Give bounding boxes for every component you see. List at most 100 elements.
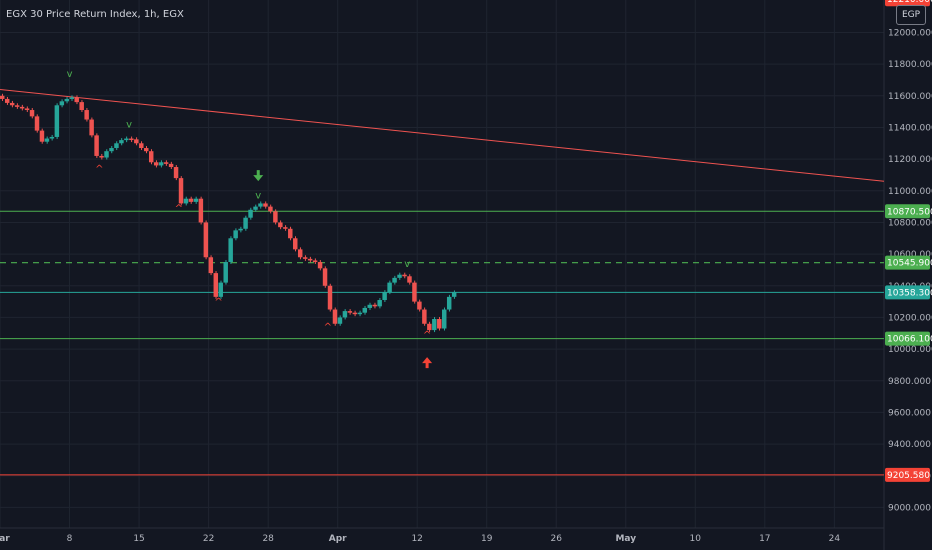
pivot-high-marker: v: [255, 191, 261, 202]
candle-body: [64, 98, 70, 102]
pivot-low-marker: ^: [175, 203, 183, 214]
price-axis-label: 11600.000: [888, 92, 932, 102]
price-axis-label: 10800.000: [888, 218, 932, 228]
candle-body: [59, 101, 65, 106]
candle-body: [302, 257, 308, 259]
candle-body: [74, 97, 79, 103]
candle-body: [89, 119, 94, 136]
price-axis-label: 11200.000: [888, 155, 932, 165]
candle-body: [412, 282, 417, 302]
price-level-badge: [885, 331, 930, 346]
candle-body: [153, 162, 159, 166]
price-axis-label: 11400.000: [888, 123, 932, 133]
candle-body: [317, 262, 323, 269]
candle-body: [337, 317, 343, 324]
price-level-label: 9205.580: [887, 471, 930, 481]
time-axis-label: May: [615, 534, 636, 544]
candle-body: [422, 309, 427, 324]
time-axis-label: 24: [829, 534, 841, 544]
pivot-high-marker: v: [67, 69, 73, 80]
candle-body: [208, 257, 214, 274]
candle-body: [54, 105, 60, 137]
price-axis-label: 9800.000: [888, 377, 931, 387]
candle-body: [0, 95, 5, 99]
candle-body: [114, 143, 119, 149]
price-axis-label: 10600.000: [888, 250, 932, 260]
price-level-label: 12210.000: [887, 0, 932, 5]
price-level-badge: [885, 255, 930, 270]
candle-body: [442, 309, 447, 329]
price-level-badge: [885, 467, 930, 482]
chart-title: EGX 30 Price Return Index, 1h, EGX: [6, 9, 184, 20]
buy-signal-arrow: [422, 357, 433, 369]
candle-body: [94, 135, 99, 156]
candle-body: [248, 209, 253, 218]
candle-body: [382, 292, 387, 301]
candle-body: [268, 206, 273, 212]
time-axis-label: Apr: [329, 534, 347, 544]
candle-body: [223, 262, 228, 283]
candle-body: [173, 167, 179, 179]
candle-body: [198, 198, 204, 223]
candle-body: [14, 105, 20, 107]
candle-body: [203, 222, 209, 258]
candle-body: [148, 151, 154, 163]
candle-body: [283, 227, 288, 229]
candle-body: [24, 108, 30, 111]
candle-body: [332, 309, 338, 324]
candle-body: [377, 300, 382, 307]
candle-body: [367, 304, 372, 308]
candle-body: [342, 311, 348, 318]
price-axis-label: 9400.000: [888, 440, 931, 450]
sell-signal-arrow: [253, 170, 264, 182]
price-level-badge: [885, 0, 930, 7]
price-axis-label: 10000.000: [888, 345, 932, 355]
candle-body: [362, 307, 368, 313]
time-axis-label: 19: [481, 534, 493, 544]
candle-body: [402, 274, 407, 277]
price-axis-label: 9000.000: [888, 503, 931, 513]
candle-body: [178, 178, 184, 204]
pivot-high-marker: v: [404, 259, 410, 270]
candle-body: [139, 143, 144, 149]
candle-body: [9, 102, 15, 106]
candle-body: [109, 148, 114, 152]
candle-body: [253, 206, 258, 210]
candle-body: [69, 97, 74, 99]
candle-body: [124, 138, 129, 141]
candle-body: [44, 138, 50, 142]
candle-body: [218, 282, 223, 297]
candle-body: [99, 155, 104, 158]
candle-body: [188, 198, 194, 202]
candle-body: [104, 151, 109, 158]
price-level-label: 10066.100: [887, 335, 932, 345]
candle-body: [79, 102, 84, 111]
candle-body: [432, 319, 437, 331]
candle-body: [34, 116, 40, 131]
candle-body: [243, 217, 248, 229]
price-level-label: 10870.500: [887, 207, 932, 217]
candle-body: [397, 274, 402, 278]
currency-button[interactable]: EGP: [896, 5, 926, 25]
trend-line: [0, 88, 885, 182]
candle-body: [446, 296, 452, 310]
time-axis-label: 15: [133, 534, 144, 544]
candle-body: [417, 301, 422, 310]
candle-body: [134, 139, 139, 144]
price-level-badge: [885, 204, 930, 219]
pivot-low-marker: ^: [95, 164, 103, 175]
pivot-low-marker: ^: [423, 330, 431, 341]
candle-body: [233, 230, 238, 239]
candle-body: [437, 319, 442, 329]
candle-body: [451, 292, 457, 297]
price-axis-label: 9600.000: [888, 408, 931, 418]
pivot-low-marker: ^: [214, 297, 222, 308]
candle-body: [19, 106, 25, 109]
candle-body: [278, 222, 283, 228]
candle-body: [352, 312, 358, 315]
candle-body: [263, 203, 268, 207]
candle-body: [258, 203, 263, 207]
